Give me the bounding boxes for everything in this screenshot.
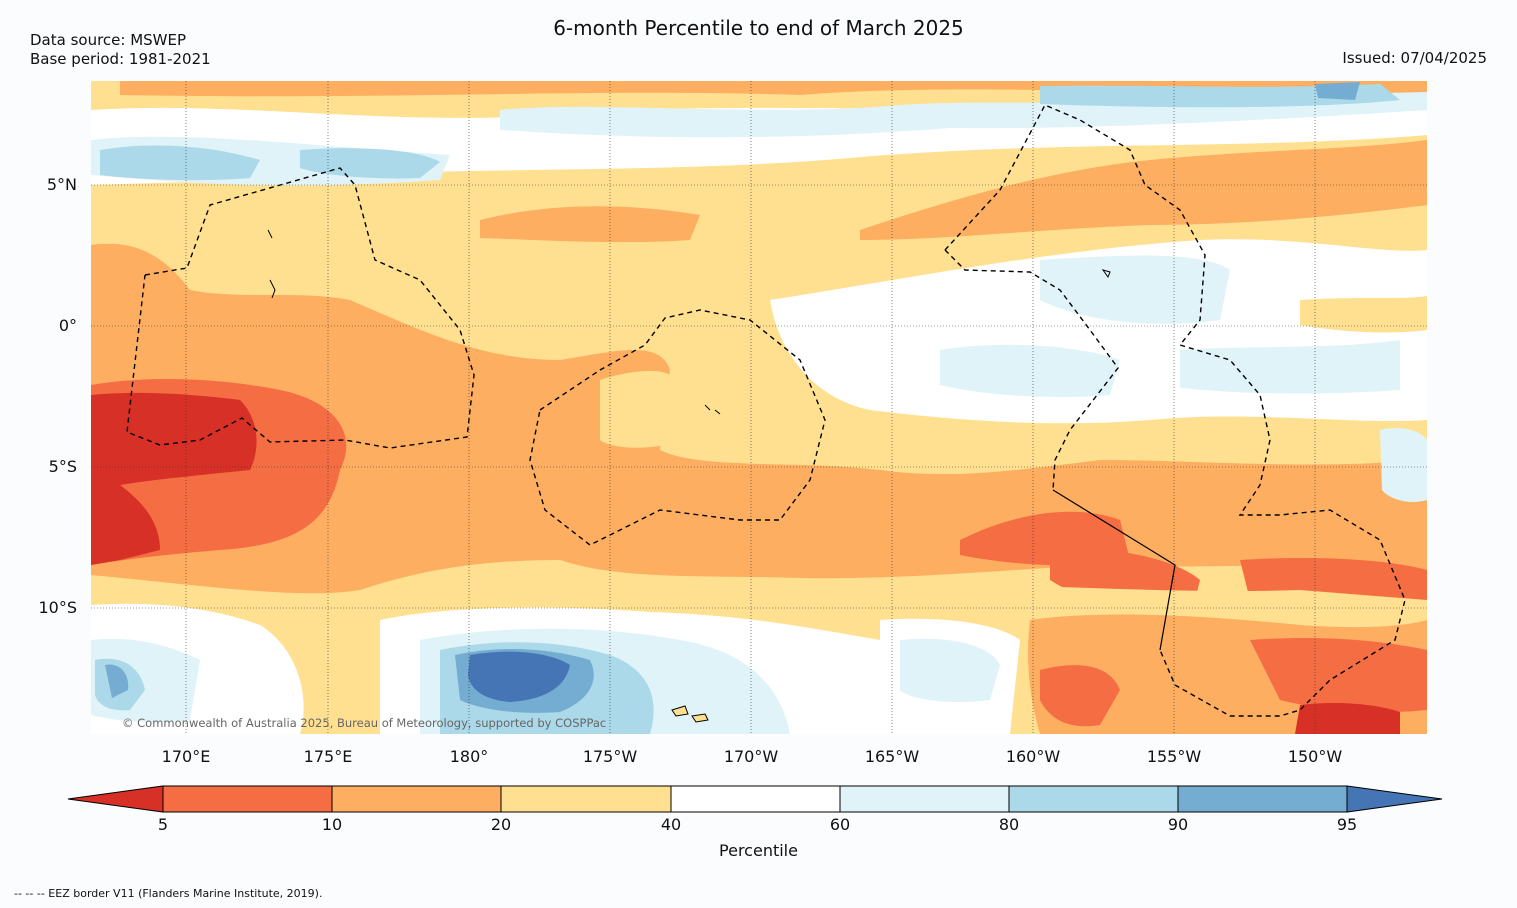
lon-label-175w: 175°W [582,747,638,766]
eez-borders [126,104,1406,717]
lon-label-160w: 160°W [1005,747,1061,766]
gridlines [91,81,1427,734]
lon-label-150w: 150°W [1287,747,1343,766]
copyright-notice: © Commonwealth of Australia 2025, Bureau… [122,716,607,730]
issued-date: Issued: 07/04/2025 [1342,49,1487,67]
colorbar-segment-20-40 [501,786,671,812]
lon-label-170w: 170°W [723,747,779,766]
eez-footnote: -- -- -- EEZ border V11 (Flanders Marine… [14,887,323,900]
map-field [91,81,1427,734]
colorbar-segment-80-90 [1009,786,1178,812]
chart-title: 6-month Percentile to end of March 2025 [553,16,964,40]
colorbar-tick-40: 40 [660,815,682,834]
maritime-boundary [1052,489,1176,651]
colorbar-segment-40-60 [671,786,840,812]
colorbar-tick-90: 90 [1167,815,1189,834]
colorbar-tick-60: 60 [829,815,851,834]
lat-label-5n: 5°N [46,175,77,194]
lon-label-155w: 155°W [1146,747,1202,766]
colorbar-tick-10: 10 [321,815,343,834]
lon-label-180: 180° [449,747,489,766]
colorbar-segment-10-20 [332,786,501,812]
lat-label-5s: 5°S [48,457,77,476]
lon-label-165w: 165°W [864,747,920,766]
lon-label-175e: 175°E [303,747,353,766]
lat-label-10s: 10°S [38,598,77,617]
colorbar-segment-90-95 [1178,786,1347,812]
lon-label-170e: 170°E [161,747,211,766]
base-period: Base period: 1981-2021 [30,50,211,68]
data-source: Data source: MSWEP [30,31,187,49]
colorbar-lower-extend [67,785,164,813]
colorbar-tick-20: 20 [490,815,512,834]
islands [267,229,1111,723]
colorbar-tick-80: 80 [998,815,1020,834]
lat-label-0: 0° [58,316,77,335]
colorbar-label: Percentile [719,841,798,860]
colorbar-tick-95: 95 [1336,815,1358,834]
colorbar-segment-5-10 [163,786,332,812]
colorbar-upper-extend [1346,785,1443,813]
colorbar-segment-60-80 [840,786,1009,812]
colorbar-tick-5: 5 [157,815,169,834]
